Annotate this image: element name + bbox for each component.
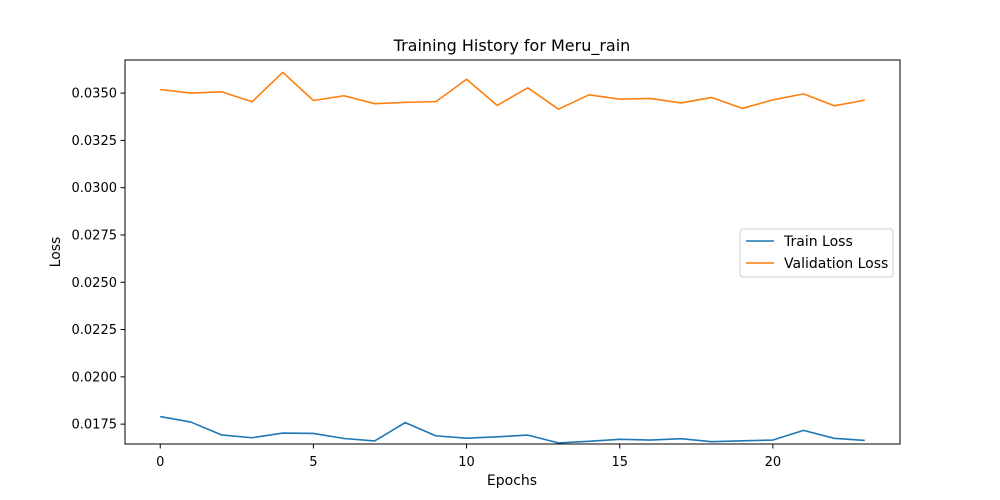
series-line-train-loss: [160, 415, 865, 444]
x-tick-label: 15: [611, 455, 628, 470]
x-axis-ticks: 0 5 10 15 20: [156, 444, 781, 470]
x-tick-label: 0: [156, 455, 164, 470]
x-tick-label: 10: [458, 455, 475, 470]
y-tick-label: 0.0325: [72, 134, 118, 149]
y-tick-label: 0.0250: [72, 276, 118, 291]
y-axis-label: Loss: [48, 237, 64, 268]
x-tick-label: 20: [765, 455, 782, 470]
y-tick-label: 0.0175: [72, 418, 118, 433]
plot-area-frame: [124, 59, 901, 445]
y-axis-ticks: 0.0175 0.0200 0.0225 0.0250 0.0275 0.0300 0.03…: [72, 87, 125, 433]
x-tick-label: 5: [309, 455, 317, 470]
y-tick-label: 0.0225: [72, 323, 118, 338]
chart-title: Training History for Meru_rain: [393, 36, 631, 56]
legend-label-train-loss: Train Loss: [783, 234, 853, 250]
y-tick-label: 0.0300: [72, 181, 118, 196]
x-axis-label: Epochs: [487, 473, 537, 489]
y-tick-label: 0.0275: [72, 228, 118, 243]
y-tick-label: 0.0350: [72, 87, 118, 102]
series-layer: [160, 71, 865, 444]
series-line-validation-loss: [160, 71, 865, 110]
legend-frame: [739, 228, 894, 278]
legend: Train Loss Validation Loss: [739, 228, 894, 278]
y-tick-label: 0.0200: [72, 370, 118, 385]
legend-label-validation-loss: Validation Loss: [784, 256, 888, 272]
